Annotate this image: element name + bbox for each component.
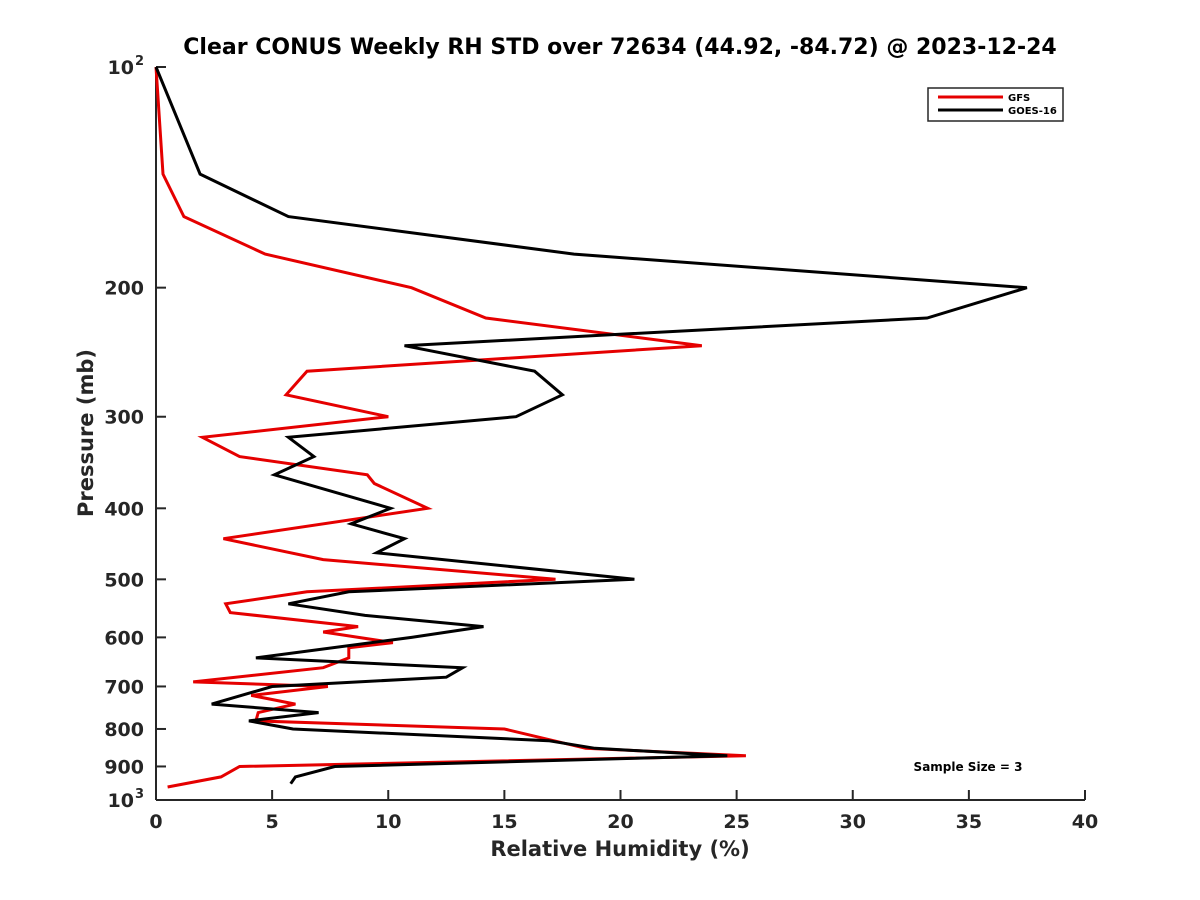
y-axis-label: Pressure (mb) (74, 349, 98, 517)
x-tick-label: 35 (956, 811, 982, 833)
x-axis-label: Relative Humidity (%) (490, 837, 749, 861)
legend-label-gfs: GFS (1008, 93, 1030, 104)
x-tick-label: 10 (375, 811, 401, 833)
y-tick-label: 700 (104, 676, 144, 698)
y-tick-label: 800 (104, 719, 144, 741)
x-tick-label: 20 (607, 811, 633, 833)
x-tick-label: 15 (491, 811, 517, 833)
series-line-goes-16 (154, 66, 1028, 785)
series-line-gfs (154, 66, 746, 789)
x-tick-label: 5 (266, 811, 279, 833)
x-tick-label: 40 (1072, 811, 1098, 833)
legend-box (927, 87, 1064, 122)
y-tick-label: 600 (104, 627, 144, 649)
legend-label-goes-16: GOES-16 (1008, 106, 1057, 117)
y-tick-exponent: 3 (135, 787, 144, 802)
y-tick-label: 900 (104, 756, 144, 778)
y-tick-label: 500 (104, 569, 144, 591)
x-tick-label: 30 (840, 811, 866, 833)
series-goes-16 (154, 66, 1028, 785)
x-tick-label: 25 (723, 811, 749, 833)
legend: GFS GOES-16 (927, 87, 1064, 122)
y-tick-label: 10 (108, 57, 134, 79)
y-tick-label: 400 (104, 498, 144, 520)
y-tick-exponent: 2 (135, 54, 144, 69)
sample-size-annotation: Sample Size = 3 (914, 760, 1023, 774)
series-layer (154, 66, 1028, 789)
series-gfs (154, 66, 746, 789)
y-tick-label: 200 (104, 278, 144, 300)
x-tick-label: 0 (149, 811, 162, 833)
y-tick-label: 300 (104, 407, 144, 429)
chart-title: Clear CONUS Weekly RH STD over 72634 (44… (183, 35, 1056, 60)
y-tick-label: 10 (108, 790, 134, 812)
